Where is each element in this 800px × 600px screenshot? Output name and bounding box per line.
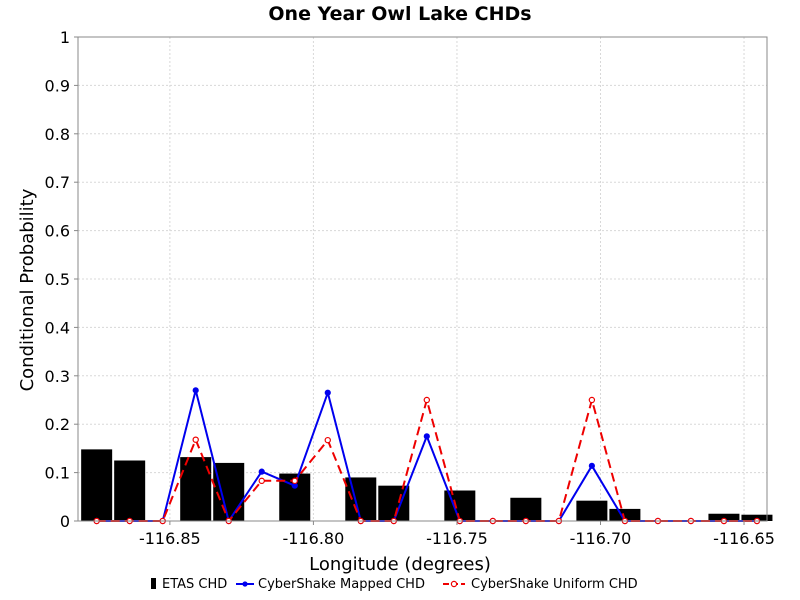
- x-tick-label-1: -116.80: [283, 529, 345, 548]
- x-axis-ticks: -116.85 -116.80 -116.75 -116.70 -116.65: [139, 521, 775, 548]
- y-tick-label-9: 0.9: [45, 76, 70, 95]
- legend-swatch-mapped-marker: [242, 581, 248, 587]
- legend-swatch-uniform-marker: [450, 580, 458, 588]
- y-tick-label-7: 0.7: [45, 173, 70, 192]
- cybershake-mapped-point-7: [324, 389, 331, 396]
- y-axis-ticks: 0 0.1 0.2 0.3 0.4 0.5 0.6 0.7 0.8 0.9 1: [45, 28, 78, 531]
- legend-label-etas: ETAS CHD: [162, 577, 227, 592]
- cybershake-uniform-point-6: [291, 477, 298, 485]
- etas-bar-0: [81, 449, 113, 521]
- y-tick-label-10: 1: [60, 28, 70, 47]
- cybershake-mapped-point-15: [588, 462, 595, 469]
- y-tick-label-8: 0.8: [45, 125, 70, 144]
- x-tick-label-2: -116.75: [426, 529, 488, 548]
- etas-bar-9: [378, 485, 410, 521]
- etas-bar-16: [609, 508, 641, 521]
- y-tick-label-5: 0.5: [45, 270, 70, 289]
- x-tick-label-0: -116.85: [139, 529, 201, 548]
- x-axis-label: Longitude (degrees): [309, 554, 491, 575]
- legend-swatch-etas: [151, 578, 156, 589]
- legend-label-mapped: CyberShake Mapped CHD: [258, 577, 425, 592]
- bar-series: [81, 449, 773, 521]
- cybershake-uniform-point-5: [258, 477, 265, 485]
- x-tick-label-4: -116.65: [713, 529, 775, 548]
- legend-label-uniform: CyberShake Uniform CHD: [471, 577, 638, 592]
- legend: ETAS CHD CyberShake Mapped CHD CyberShake …: [151, 577, 638, 592]
- y-tick-label-0: 0: [60, 512, 70, 531]
- y-tick-label-4: 0.4: [45, 318, 70, 337]
- cybershake-uniform-point-15: [588, 396, 596, 404]
- etas-bar-13: [510, 497, 542, 521]
- x-tick-label-3: -116.70: [570, 529, 632, 548]
- etas-bar-1: [114, 460, 146, 521]
- y-tick-label-1: 0.1: [45, 464, 70, 483]
- cybershake-mapped-point-10: [423, 433, 430, 440]
- cybershake-uniform-point-10: [423, 396, 431, 404]
- y-tick-label-3: 0.3: [45, 367, 70, 386]
- cybershake-mapped-point-5: [258, 468, 265, 475]
- etas-bar-4: [213, 462, 245, 521]
- y-tick-label-2: 0.2: [45, 415, 70, 434]
- y-axis-label: Conditional Probability: [17, 188, 38, 391]
- cybershake-uniform-point-7: [324, 436, 331, 444]
- etas-bar-8: [345, 477, 377, 521]
- cybershake-uniform-point-3: [192, 436, 199, 443]
- etas-bar-15: [576, 500, 608, 521]
- y-tick-label-6: 0.6: [45, 222, 70, 241]
- cybershake-mapped-point-3: [192, 387, 199, 394]
- chart-title: One Year Owl Lake CHDs: [268, 3, 531, 25]
- etas-bar-19: [708, 513, 740, 521]
